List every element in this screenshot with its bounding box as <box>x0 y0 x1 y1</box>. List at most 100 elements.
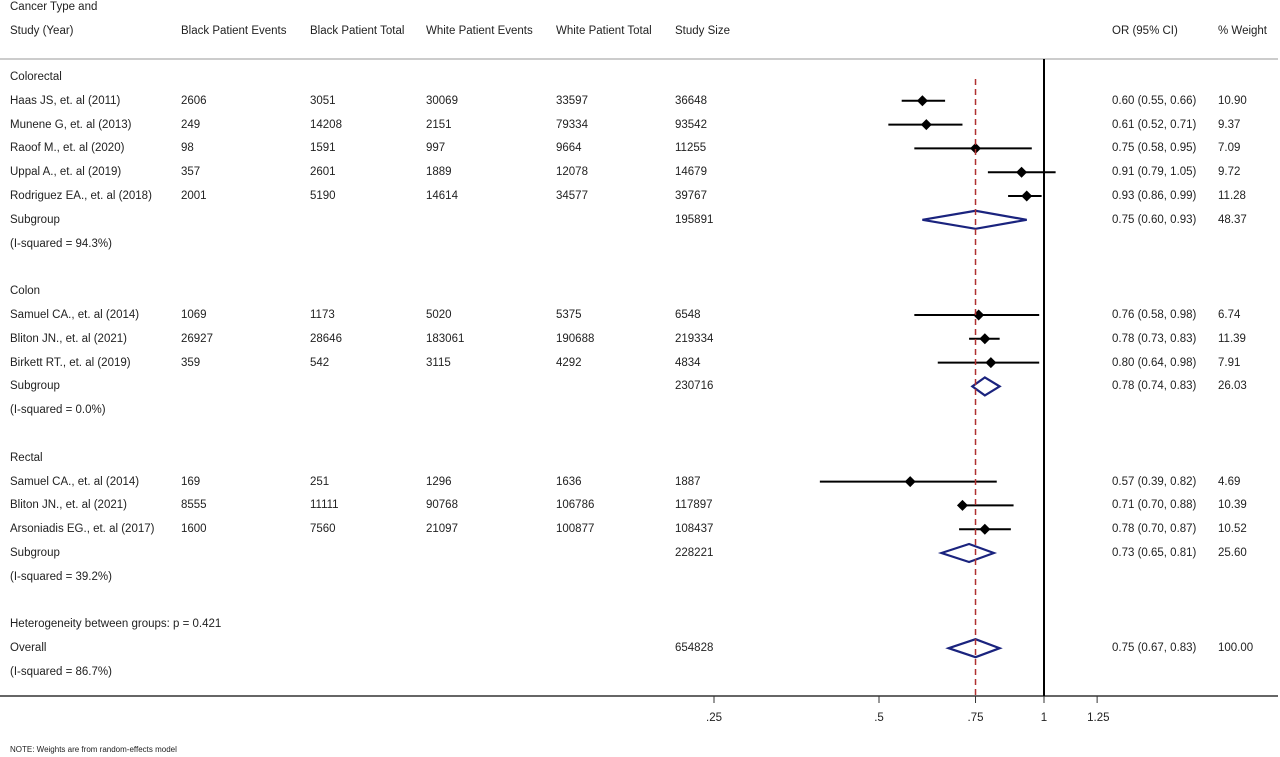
subgroup-size: 195891 <box>675 213 714 226</box>
study-white-events: 14614 <box>426 190 458 202</box>
subgroup-or: 0.78 (0.74, 0.83) <box>1112 380 1197 393</box>
study-black-events: 359 <box>181 356 201 369</box>
study-black-events: 357 <box>181 166 201 179</box>
study-weight: 7.91 <box>1218 356 1241 369</box>
study-size: 108437 <box>675 523 714 536</box>
study-weight: 6.74 <box>1218 309 1241 321</box>
subgroup-isq: (I-squared = 94.3%) <box>10 237 112 250</box>
x-tick-label: .75 <box>967 712 984 724</box>
col-header-or: OR (95% CI) <box>1112 25 1178 37</box>
study-or: 0.71 (0.70, 0.88) <box>1112 499 1197 512</box>
x-tick-label: 1.25 <box>1087 712 1110 724</box>
study-white-total: 33597 <box>556 94 588 107</box>
study-weight: 9.72 <box>1218 166 1241 179</box>
study-size: 219334 <box>675 332 714 345</box>
study-white-total: 79334 <box>556 118 588 131</box>
study-or: 0.57 (0.39, 0.82) <box>1112 475 1197 488</box>
study-or: 0.76 (0.58, 0.98) <box>1112 309 1197 321</box>
study-white-total: 190688 <box>556 332 595 345</box>
study-name: Bliton JN., et. al (2021) <box>10 499 127 512</box>
study-point <box>970 142 982 154</box>
study-black-events: 1600 <box>181 523 207 536</box>
study-white-total: 1636 <box>556 475 582 488</box>
study-name: Arsoniadis EG., et. al (2017) <box>10 523 155 536</box>
study-black-events: 1069 <box>181 309 207 321</box>
study-black-total: 7560 <box>310 523 336 536</box>
study-weight: 4.69 <box>1218 475 1241 488</box>
overall-weight: 100.00 <box>1218 642 1254 655</box>
study-white-total: 106786 <box>556 499 595 512</box>
study-black-events: 98 <box>181 142 194 155</box>
study-name: Haas JS, et. al (2011) <box>10 94 121 107</box>
study-point <box>979 333 991 345</box>
study-white-events: 183061 <box>426 332 465 345</box>
study-point <box>904 476 916 488</box>
study-black-total: 1591 <box>310 142 336 155</box>
study-black-total: 5190 <box>310 190 336 202</box>
study-size: 11255 <box>675 142 707 155</box>
study-name: Munene G, et. al (2013) <box>10 118 132 131</box>
study-black-total: 28646 <box>310 332 342 345</box>
study-white-total: 4292 <box>556 356 582 369</box>
study-size: 1887 <box>675 475 701 488</box>
col-header-black-events: Black Patient Events <box>181 25 287 37</box>
study-weight: 7.09 <box>1218 142 1241 155</box>
x-tick-label: 1 <box>1040 712 1048 724</box>
study-name: Bliton JN., et. al (2021) <box>10 332 127 345</box>
study-or: 0.91 (0.79, 1.05) <box>1112 166 1197 179</box>
col-header-white-events: White Patient Events <box>426 25 533 37</box>
study-black-events: 249 <box>181 118 201 131</box>
subgroup-diamond <box>922 209 1027 230</box>
study-name: Birkett RT., et. al (2019) <box>10 356 131 369</box>
x-tick-label: .25 <box>706 712 722 724</box>
footnote: NOTE: Weights are from random-effects mo… <box>10 745 177 754</box>
col-header-white-total: White Patient Total <box>556 25 652 37</box>
study-point <box>956 499 968 511</box>
study-or: 0.75 (0.58, 0.95) <box>1112 142 1197 155</box>
study-name: Raoof M., et. al (2020) <box>10 142 125 155</box>
col-header-black-total: Black Patient Total <box>310 25 405 37</box>
study-or: 0.80 (0.64, 0.98) <box>1112 356 1197 369</box>
study-point <box>979 523 991 535</box>
col-header-study-line1: Cancer Type and <box>10 1 98 13</box>
study-point <box>920 119 932 131</box>
subgroup-or: 0.75 (0.60, 0.93) <box>1112 213 1197 226</box>
study-or: 0.93 (0.86, 0.99) <box>1112 190 1197 202</box>
study-point <box>985 357 997 369</box>
study-white-events: 5020 <box>426 309 452 321</box>
study-black-total: 542 <box>310 356 330 369</box>
study-point <box>1021 190 1033 202</box>
study-black-total: 11111 <box>310 499 339 512</box>
study-white-total: 100877 <box>556 523 595 536</box>
study-white-total: 9664 <box>556 142 582 155</box>
group-title: Colon <box>10 285 41 298</box>
study-black-total: 1173 <box>310 309 335 321</box>
study-black-events: 26927 <box>181 332 213 345</box>
subgroup-isq: (I-squared = 0.0%) <box>10 404 106 417</box>
study-black-total: 14208 <box>310 118 342 131</box>
subgroup-size: 230716 <box>675 380 714 393</box>
subgroup-label: Subgroup <box>10 547 60 559</box>
study-name: Rodriguez EA., et. al (2018) <box>10 190 152 202</box>
study-white-events: 997 <box>426 142 446 155</box>
subgroup-diamond <box>970 376 1002 397</box>
col-header-study-line2: Study (Year) <box>10 25 74 37</box>
subgroup-label: Subgroup <box>10 380 60 393</box>
study-point <box>916 95 928 107</box>
study-white-events: 90768 <box>426 499 458 512</box>
study-name: Uppal A., et. al (2019) <box>10 166 122 179</box>
study-point <box>1016 166 1028 178</box>
study-size: 93542 <box>675 118 707 131</box>
group-title: Colorectal <box>10 71 62 83</box>
study-white-events: 1296 <box>426 475 452 488</box>
study-white-events: 30069 <box>426 94 458 107</box>
overall-isq: (I-squared = 86.7%) <box>10 666 112 678</box>
study-size: 36648 <box>675 94 707 107</box>
study-or: 0.78 (0.73, 0.83) <box>1112 332 1197 345</box>
study-weight: 9.37 <box>1218 118 1241 131</box>
subgroup-weight: 25.60 <box>1218 547 1247 559</box>
subgroup-weight: 48.37 <box>1218 213 1247 226</box>
study-weight: 10.52 <box>1218 523 1247 536</box>
study-or: 0.60 (0.55, 0.66) <box>1112 94 1197 107</box>
